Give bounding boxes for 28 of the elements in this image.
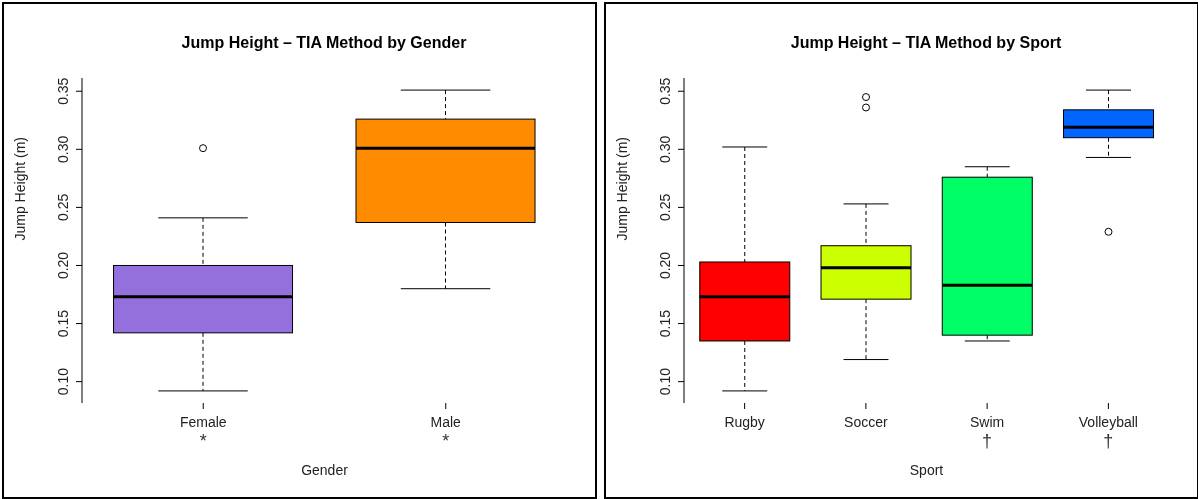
y-tick-label: 0.10 (55, 367, 71, 396)
x-tick-label: Swim (970, 414, 1005, 430)
x-tick-label: Soccer (844, 414, 888, 430)
chart-title: Jump Height – TIA Method by Gender (180, 34, 468, 52)
y-tick-label: 0.30 (657, 135, 673, 163)
x-tick-label: Rugby (724, 414, 765, 430)
y-tick-label: 0.20 (657, 251, 673, 280)
chart-title: Jump Height – TIA Method by Sport (789, 34, 1063, 52)
y-tick-label: 0.25 (657, 193, 673, 222)
y-tick-label: 0.15 (657, 309, 673, 338)
y-tick-label: 0.35 (55, 77, 71, 105)
y-tick-label: 0.25 (55, 193, 71, 222)
x-axis-title: Gender (301, 462, 349, 478)
y-tick-label: 0.30 (55, 135, 71, 163)
y-axis-title: Jump Height (m) (11, 137, 28, 241)
x-tick-label: Female (179, 414, 227, 430)
y-tick-label: 0.15 (55, 309, 71, 338)
text: * (442, 431, 450, 451)
y-tick-label: 0.10 (657, 367, 673, 396)
y-tick-label: 0.20 (55, 251, 71, 280)
y-tick-label: 0.35 (657, 77, 673, 105)
x-tick-label: Volleyball (1078, 414, 1138, 430)
text: † (982, 431, 993, 451)
text: * (199, 431, 207, 451)
text: † (1103, 431, 1114, 451)
y-axis-title: Jump Height (m) (613, 137, 630, 241)
x-tick-label: Male (430, 414, 462, 430)
x-axis-title: Sport (909, 462, 944, 478)
